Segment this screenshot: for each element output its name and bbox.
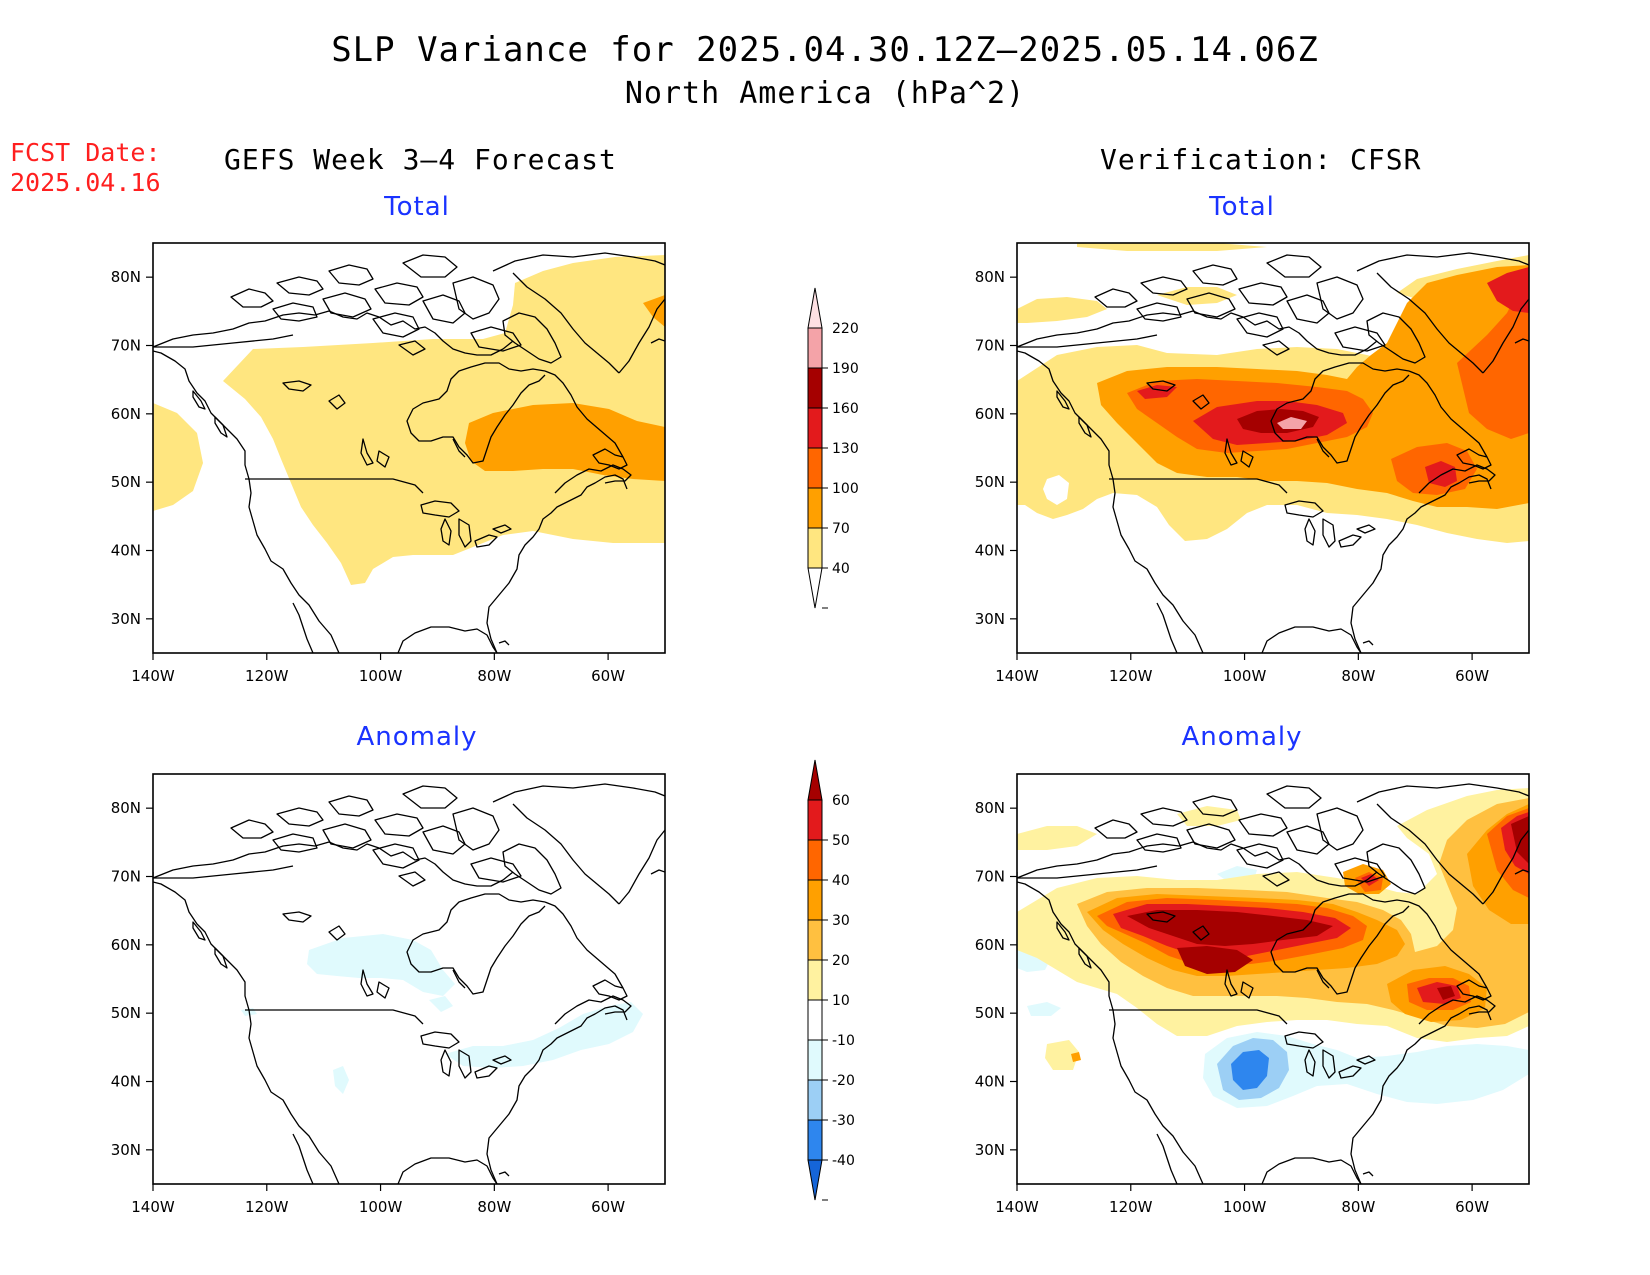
panel-title-verification-total: Total [1209,192,1275,222]
lon-tick-label: 60W [591,667,625,685]
lon-tick-label: 80W [477,667,511,685]
lat-tick-label: 30N [111,610,141,628]
colorbar-swatch [807,527,823,569]
colorbar-level-label: -10 [832,1033,855,1049]
lat-tick-label: 60N [111,936,141,954]
lat-tick-label: 70N [111,337,141,355]
panel-title-verification-anomaly: Anomaly [1181,722,1303,752]
lon-tick-label: 60W [1455,667,1489,685]
panel-title-forecast-anomaly: Anomaly [356,722,478,752]
map-forecast-anomaly [152,773,666,1185]
colorbar-level-label: 40 [832,873,850,889]
lon-tick-label: 80W [1341,1198,1375,1216]
total-colorbar: 220 190 160 130 100 70 40 [807,287,859,609]
colorbar-top-arrow [807,287,823,329]
forecast-column-heading: GEFS Week 3–4 Forecast [224,143,617,176]
colorbar-swatch [807,367,823,409]
map-forecast-total [152,242,666,654]
colorbar-level-label: -40 [832,1153,855,1169]
colorbar-swatch [807,487,823,529]
colorbar-swatch [807,999,823,1041]
lon-tick-label: 100W [1223,667,1267,685]
colorbar-level-label: 50 [832,833,850,849]
lon-tick-label: 60W [591,1198,625,1216]
lon-tick-label: 80W [1341,667,1375,685]
lon-tick-label: 120W [245,1198,289,1216]
colorbar-level-label: 130 [832,441,859,457]
lon-tick-label: 100W [359,667,403,685]
lat-tick-label: 60N [975,936,1005,954]
lat-tick-label: 40N [975,1073,1005,1091]
lat-tick-label: 40N [111,542,141,560]
lat-tick-label: 70N [975,868,1005,886]
colorbar-swatch [807,447,823,489]
colorbar-level-label: 190 [832,361,859,377]
colorbar-bottom-arrow [807,567,823,609]
lon-tick-label: 80W [477,1198,511,1216]
main-title: SLP Variance for 2025.04.30.12Z—2025.05.… [331,30,1319,70]
colorbar-level-label: 70 [832,521,850,537]
colorbar-swatch [807,1119,823,1161]
colorbar-level-label: 100 [832,481,859,497]
colorbar-swatch [807,919,823,961]
colorbar-top-arrow [807,759,823,801]
anomaly-colorbar: 60 50 40 30 20 10 -10 -20 -30 -40 [807,759,855,1201]
lat-tick-label: 40N [975,542,1005,560]
lon-tick-label: 140W [131,1198,175,1216]
colorbar-level-label: -30 [832,1113,855,1129]
lon-tick-label: 140W [131,667,175,685]
verification-column-heading: Verification: CFSR [1100,143,1422,176]
colorbar-level-label: 220 [832,321,859,337]
lat-tick-label: 30N [111,1141,141,1159]
map-verification-anomaly [1016,773,1530,1185]
lat-tick-label: 80N [975,799,1005,817]
colorbar-level-label: -20 [832,1073,855,1089]
sub-title: North America (hPa^2) [624,76,1026,111]
forecast-date-value: 2025.04.16 [10,168,161,197]
lat-tick-label: 50N [111,473,141,491]
lat-tick-label: 70N [975,337,1005,355]
lon-tick-label: 140W [995,1198,1039,1216]
colorbar-level-label: 10 [832,993,850,1009]
lon-tick-label: 120W [1109,1198,1153,1216]
lon-tick-label: 140W [995,667,1039,685]
colorbar-swatch [807,1079,823,1121]
colorbar-swatch [807,799,823,841]
colorbar-swatch [807,959,823,1001]
colorbar-level-label: 30 [832,913,850,929]
colorbar-swatch [807,879,823,921]
lat-tick-label: 80N [111,799,141,817]
lat-tick-label: 30N [975,610,1005,628]
lat-tick-label: 80N [111,268,141,286]
lat-tick-label: 60N [975,405,1005,423]
lat-tick-label: 50N [975,473,1005,491]
lat-tick-label: 30N [975,1141,1005,1159]
lat-tick-label: 70N [111,868,141,886]
lat-tick-label: 50N [975,1004,1005,1022]
colorbar-bottom-arrow [807,1159,823,1201]
colorbar-level-label: 60 [832,793,850,809]
lon-tick-label: 120W [1109,667,1153,685]
lon-tick-label: 120W [245,667,289,685]
lon-tick-label: 60W [1455,1198,1489,1216]
colorbar-level-label: 40 [832,561,850,577]
lon-tick-label: 100W [1223,1198,1267,1216]
colorbar-level-label: 160 [832,401,859,417]
lon-tick-label: 100W [359,1198,403,1216]
colorbar-swatch [807,327,823,369]
lat-tick-label: 60N [111,405,141,423]
lat-tick-label: 80N [975,268,1005,286]
lat-tick-label: 40N [111,1073,141,1091]
lat-tick-label: 50N [111,1004,141,1022]
map-verification-total [1016,242,1530,654]
forecast-date-caption: FCST Date: [10,138,161,167]
panel-title-forecast-total: Total [384,192,450,222]
colorbar-swatch [807,839,823,881]
forecast-date-label: FCST Date: 2025.04.16 [10,138,161,198]
colorbar-swatch [807,1039,823,1081]
colorbar-level-label: 20 [832,953,850,969]
colorbar-swatch [807,407,823,449]
